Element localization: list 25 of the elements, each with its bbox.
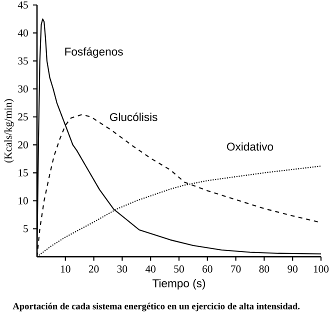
- y-tick-label: 30: [18, 85, 28, 92]
- x-tick-label: 60: [202, 265, 212, 273]
- x-tick-label: 100: [314, 265, 329, 273]
- text: Aportación de cada sistema energético en un ejercicio de alta intensidad.: [12, 302, 300, 312]
- y-tick-label: 45: [18, 1, 28, 9]
- y-tick-label: 20: [18, 141, 28, 148]
- x-tick-label: 30: [117, 265, 128, 273]
- y-tick-label: 5: [24, 225, 28, 232]
- x-axis-title: Tiempo (s): [152, 279, 206, 290]
- x-tick-label: 40: [145, 265, 156, 273]
- y-tick-label: 15: [18, 169, 28, 176]
- y-tick-label: 10: [18, 197, 28, 204]
- x-tick-label: 20: [88, 265, 99, 273]
- series-label: Fosfágenos: [65, 47, 123, 58]
- x-tick-label: 90: [288, 265, 298, 273]
- y-tick-label: 35: [18, 57, 28, 65]
- series-label: Oxidativo: [227, 142, 274, 151]
- y-tick-label: 25: [18, 113, 28, 120]
- y-tick-label: 40: [18, 29, 28, 37]
- x-tick-label: 70: [231, 265, 241, 273]
- series-label: Glucólisis: [110, 112, 158, 122]
- x-tick-label: 10: [61, 265, 70, 273]
- y-axis-title: (Kcals/kg/min): [4, 99, 14, 163]
- x-tick-label: 50: [174, 265, 184, 273]
- x-tick-label: 80: [259, 265, 270, 273]
